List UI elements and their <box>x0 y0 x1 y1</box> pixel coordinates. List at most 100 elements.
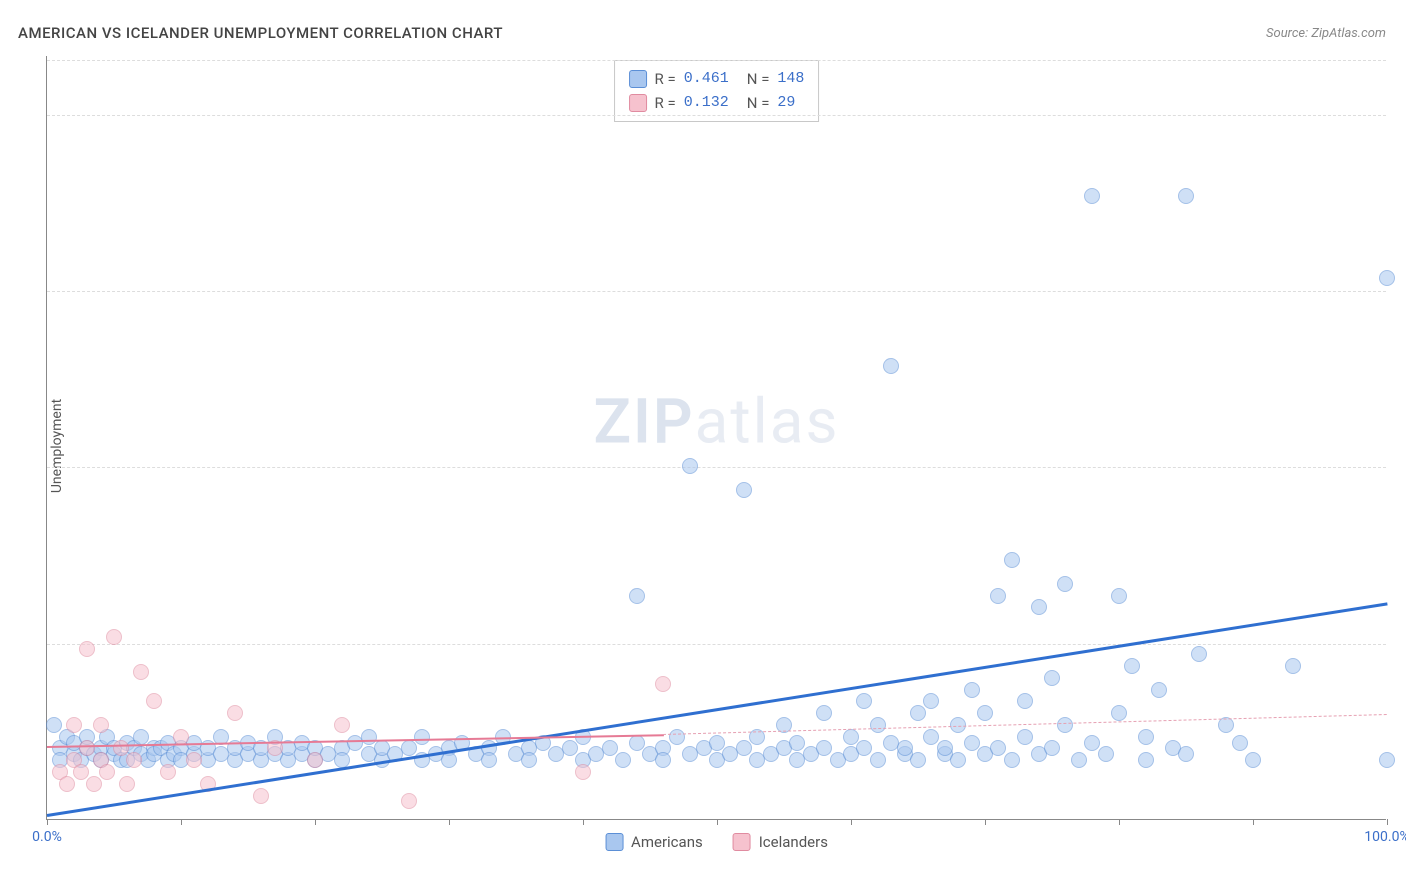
n-value-icelanders: 29 <box>777 91 795 115</box>
data-point <box>910 705 926 721</box>
data-point <box>897 740 913 756</box>
data-point <box>146 693 162 709</box>
data-point <box>843 729 859 745</box>
data-point <box>1138 729 1154 745</box>
data-point <box>1057 576 1073 592</box>
legend-row-americans: R = 0.461 N = 148 <box>629 67 805 91</box>
data-point <box>186 752 202 768</box>
data-point <box>481 752 497 768</box>
data-point <box>79 740 95 756</box>
data-point <box>1044 740 1060 756</box>
data-point <box>964 682 980 698</box>
data-point <box>133 729 149 745</box>
data-point <box>1151 682 1167 698</box>
gridline <box>47 115 1386 116</box>
x-tick <box>583 819 584 825</box>
data-point <box>562 740 578 756</box>
watermark: ZIPatlas <box>594 386 840 459</box>
data-point <box>1111 588 1127 604</box>
data-point <box>950 752 966 768</box>
data-point <box>113 740 129 756</box>
data-point <box>1044 670 1060 686</box>
data-point <box>629 588 645 604</box>
swatch-icelanders <box>629 94 647 112</box>
data-point <box>73 764 89 780</box>
data-point <box>227 705 243 721</box>
data-point <box>1017 693 1033 709</box>
data-point <box>1031 599 1047 615</box>
data-point <box>977 705 993 721</box>
data-point <box>923 729 939 745</box>
data-point <box>669 729 685 745</box>
plot-area: ZIPatlas R = 0.461 N = 148 R = 0.132 N =… <box>46 56 1386 820</box>
data-point <box>1111 705 1127 721</box>
data-point <box>1084 188 1100 204</box>
y-tick-label: 30.0% <box>1391 459 1406 475</box>
data-point <box>1379 270 1395 286</box>
data-point <box>46 717 62 733</box>
data-point <box>937 740 953 756</box>
legend-label: Americans <box>631 833 703 851</box>
gridline <box>47 60 1386 61</box>
data-point <box>816 705 832 721</box>
data-point <box>106 629 122 645</box>
chart-title: AMERICAN VS ICELANDER UNEMPLOYMENT CORRE… <box>18 24 503 42</box>
data-point <box>1057 717 1073 733</box>
n-value-americans: 148 <box>777 67 804 91</box>
r-value-icelanders: 0.132 <box>684 91 729 115</box>
data-point <box>401 793 417 809</box>
data-point <box>93 717 109 733</box>
data-point <box>1232 735 1248 751</box>
data-point <box>521 752 537 768</box>
data-point <box>870 717 886 733</box>
data-point <box>1004 752 1020 768</box>
data-point <box>1178 746 1194 762</box>
data-point <box>86 776 102 792</box>
data-point <box>655 752 671 768</box>
data-point <box>1379 752 1395 768</box>
chart-container: AMERICAN VS ICELANDER UNEMPLOYMENT CORRE… <box>0 0 1406 892</box>
data-point <box>1017 729 1033 745</box>
data-point <box>682 458 698 474</box>
x-tick-label: 0.0% <box>32 829 62 845</box>
data-point <box>1071 752 1087 768</box>
data-point <box>59 776 75 792</box>
data-point <box>361 729 377 745</box>
data-point <box>709 735 725 751</box>
data-point <box>736 740 752 756</box>
data-point <box>990 588 1006 604</box>
gridline <box>47 467 1386 468</box>
data-point <box>789 735 805 751</box>
x-tick <box>47 819 48 825</box>
data-point <box>1098 746 1114 762</box>
x-tick <box>1387 819 1388 825</box>
data-point <box>615 752 631 768</box>
data-point <box>736 482 752 498</box>
r-value-americans: 0.461 <box>684 67 729 91</box>
y-tick-label: 60.0% <box>1391 107 1406 123</box>
data-point <box>1138 752 1154 768</box>
gridline <box>47 291 1386 292</box>
data-point <box>1178 188 1194 204</box>
data-point <box>1285 658 1301 674</box>
data-point <box>334 717 350 733</box>
data-point <box>253 788 269 804</box>
data-point <box>990 740 1006 756</box>
data-point <box>133 664 149 680</box>
correlation-legend: R = 0.461 N = 148 R = 0.132 N = 29 <box>614 60 820 122</box>
x-tick <box>851 819 852 825</box>
data-point <box>66 717 82 733</box>
y-tick-label: 45.0% <box>1391 283 1406 299</box>
legend-item: Icelanders <box>733 833 828 851</box>
x-tick <box>717 819 718 825</box>
data-point <box>99 764 115 780</box>
data-point <box>816 740 832 756</box>
legend-swatch <box>733 833 751 851</box>
data-point <box>1245 752 1261 768</box>
data-point <box>910 752 926 768</box>
swatch-americans <box>629 70 647 88</box>
data-point <box>79 641 95 657</box>
trend-line <box>47 603 1387 818</box>
data-point <box>1084 735 1100 751</box>
data-point <box>414 729 430 745</box>
